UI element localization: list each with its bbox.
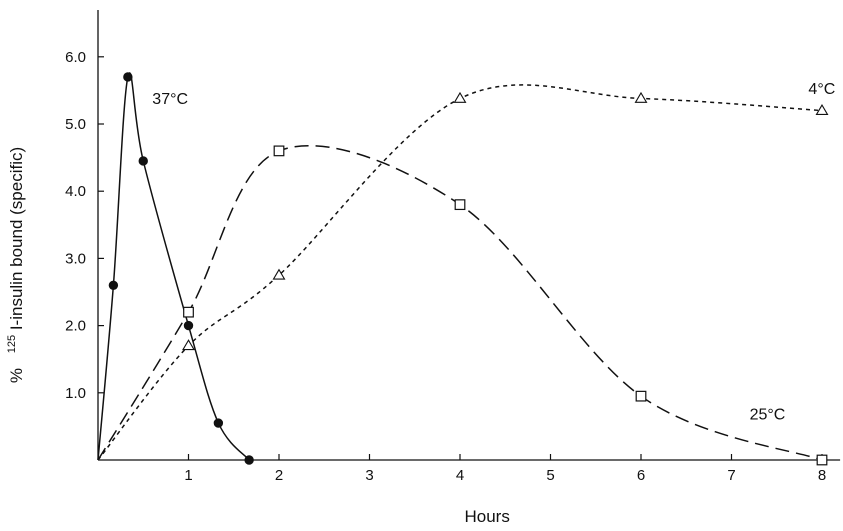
series-line bbox=[97, 72, 250, 461]
y-tick-label: 1.0 bbox=[65, 385, 86, 402]
series-0: 37°C bbox=[97, 72, 254, 465]
data-point bbox=[815, 103, 829, 115]
series-label: 25°C bbox=[750, 407, 786, 424]
x-ticks: 1 2 3 4 5 6 7 8 bbox=[184, 454, 826, 484]
data-point bbox=[183, 306, 194, 318]
y-tick-label: 5.0 bbox=[65, 116, 86, 133]
series-line bbox=[97, 144, 823, 461]
data-point bbox=[635, 390, 647, 402]
data-point bbox=[182, 339, 195, 351]
data-point bbox=[816, 454, 828, 466]
y-tick-label: 4.0 bbox=[65, 183, 86, 200]
series-layer: 37°C 25°C 4°C bbox=[97, 72, 835, 466]
x-tick-label: 6 bbox=[637, 467, 645, 484]
x-tick-label: 1 bbox=[184, 467, 192, 484]
series-label: 37°C bbox=[152, 91, 188, 108]
data-point bbox=[453, 91, 467, 103]
y-tick-label: 6.0 bbox=[65, 49, 86, 66]
data-point bbox=[183, 320, 194, 331]
data-point bbox=[272, 268, 286, 280]
axes bbox=[97, 10, 841, 461]
data-point bbox=[123, 72, 133, 82]
data-point bbox=[244, 455, 254, 465]
data-point bbox=[634, 91, 648, 103]
y-axis-title-prefix: % bbox=[7, 368, 26, 383]
x-tick-label: 2 bbox=[275, 467, 283, 484]
series-line bbox=[97, 84, 823, 461]
y-axis-title: % 125 I-insulin bound (specific) bbox=[0, 147, 26, 383]
series-label: 4°C bbox=[808, 81, 835, 98]
x-tick-label: 8 bbox=[818, 467, 826, 484]
y-tick-label: 2.0 bbox=[65, 318, 86, 335]
data-point bbox=[213, 418, 224, 428]
y-axis-title-main: I-insulin bound (specific) bbox=[7, 147, 26, 330]
x-tick-label: 4 bbox=[456, 467, 464, 484]
x-tick-label: 5 bbox=[546, 467, 554, 484]
data-point bbox=[108, 280, 119, 290]
data-point bbox=[273, 145, 285, 157]
data-point bbox=[138, 156, 148, 166]
x-tick-label: 3 bbox=[365, 467, 373, 484]
y-ticks: 1.0 2.0 3.0 4.0 5.0 6.0 bbox=[65, 49, 104, 402]
y-axis-title-superscript: 125 bbox=[6, 335, 18, 353]
y-tick-label: 3.0 bbox=[65, 250, 86, 267]
data-point bbox=[454, 199, 466, 211]
x-axis-title: Hours bbox=[464, 507, 509, 526]
series-1: 25°C bbox=[97, 144, 828, 466]
x-tick-label: 7 bbox=[727, 467, 735, 484]
series-2: 4°C bbox=[97, 81, 835, 461]
